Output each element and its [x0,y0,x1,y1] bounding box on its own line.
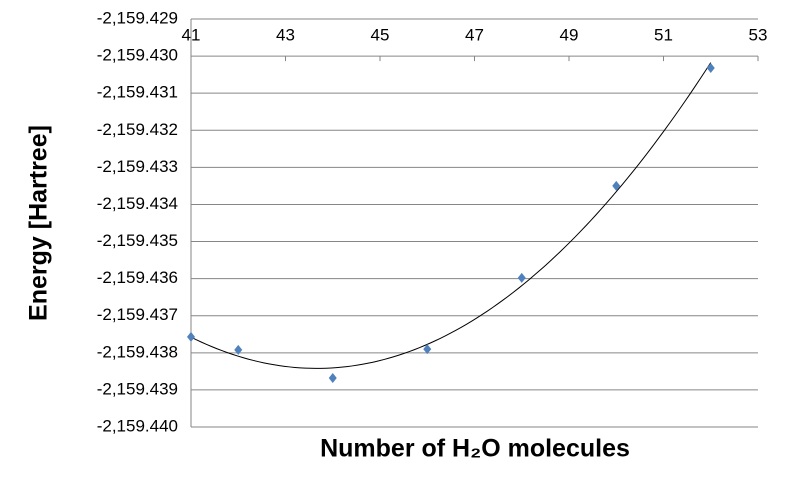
point [423,344,432,355]
y-tick-label: -2,159.429 [97,8,178,27]
point [517,272,526,283]
point [234,344,243,355]
point [706,62,715,73]
point [328,373,337,384]
y-tick-label: -2,159.434 [97,194,178,213]
x-tick-label: 41 [182,26,201,45]
x-tick-label: 45 [371,26,390,45]
x-tick-label: 47 [465,26,484,45]
point [612,180,621,191]
point [187,331,195,342]
x-tick-label: 43 [276,26,295,45]
y-tick-label: -2,159.436 [97,268,178,287]
y-tick-label: -2,159.438 [97,342,178,361]
y-tick-label: -2,159.431 [97,83,178,102]
y-tick-label: -2,159.432 [97,120,178,139]
x-tick-label: 49 [560,26,579,45]
y-tick-label: -2,159.437 [97,305,178,324]
x-axis-title: Number of H₂O molecules [320,435,630,463]
y-tick-label: -2,159.440 [97,416,178,435]
x-tick-label: 53 [749,26,768,45]
y-tick-label: -2,159.435 [97,231,178,250]
y-tick-label: -2,159.430 [97,46,178,65]
y-tick-label: -2,159.439 [97,379,178,398]
trendline [190,62,712,369]
y-tick-label: -2,159.433 [97,157,178,176]
x-tick-label: 51 [654,26,673,45]
y-axis-title: Energy [Hartree] [25,125,53,321]
